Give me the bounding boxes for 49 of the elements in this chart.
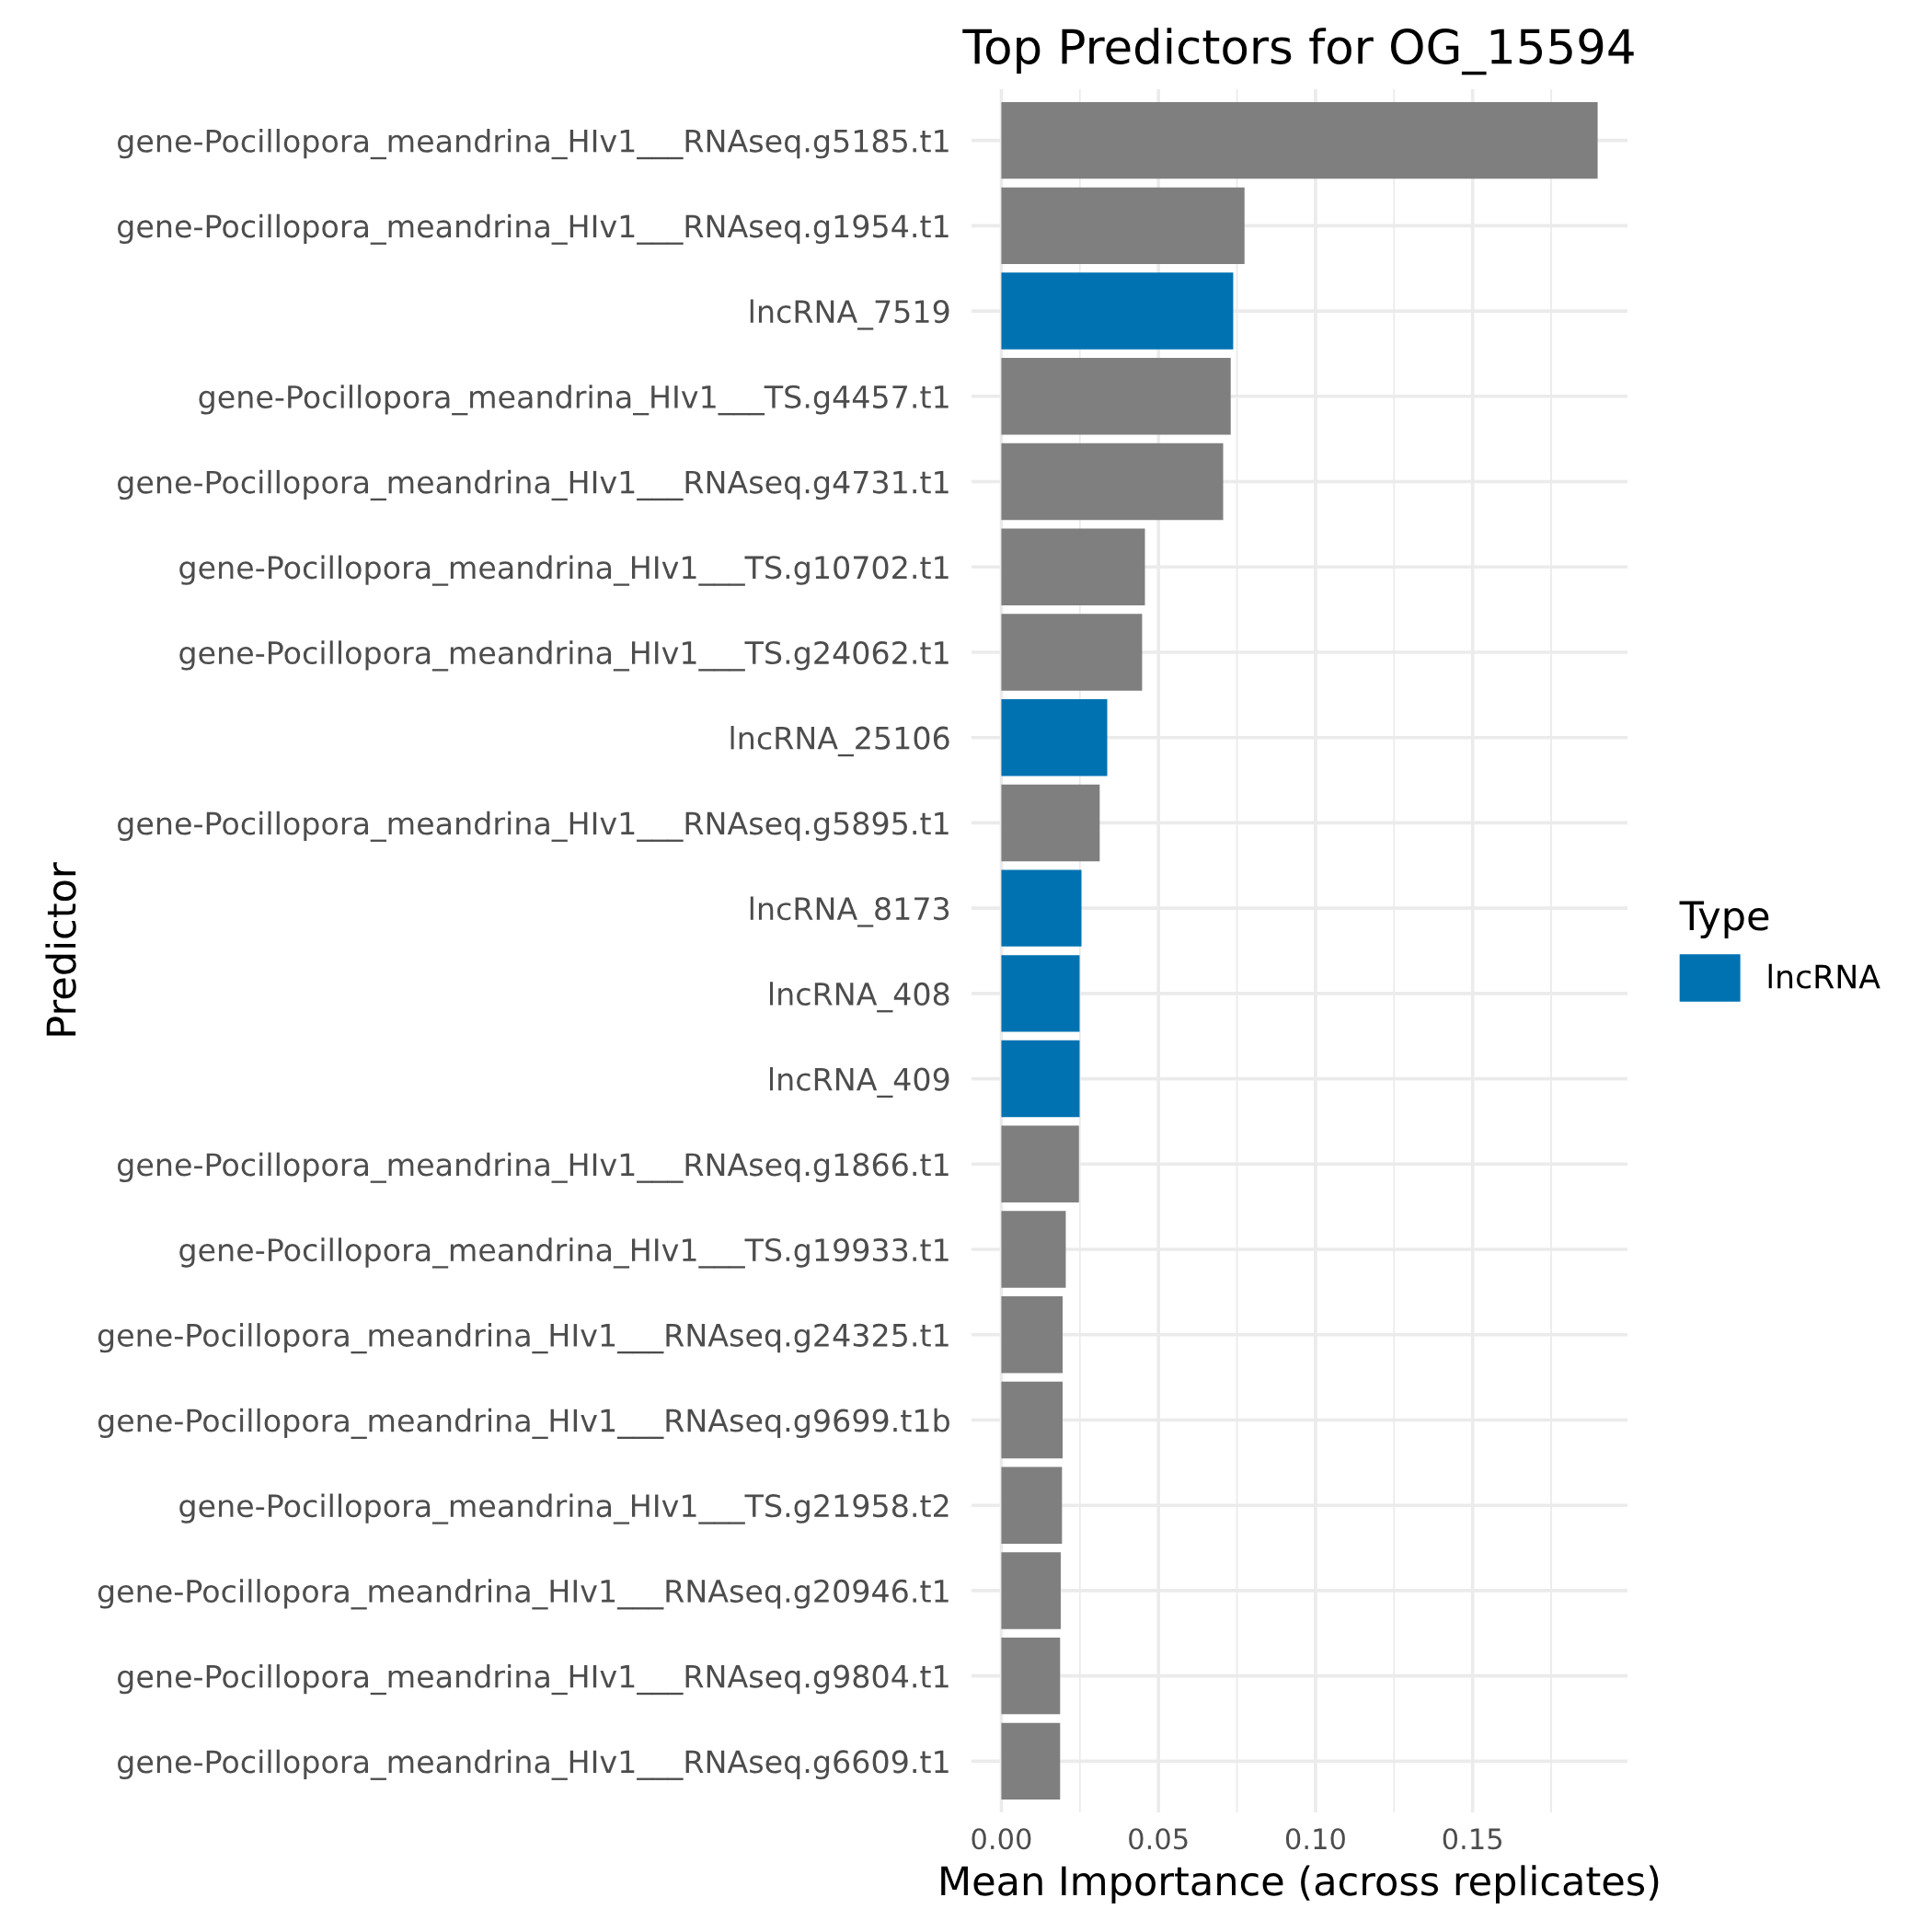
bar — [1001, 1125, 1079, 1203]
y-tick-label: gene-Pocillopora_meandrina_HIv1___RNAseq.g1866.t1 — [118, 1152, 949, 1183]
bar — [1001, 358, 1231, 435]
y-tick-label: gene-Pocillopora_meandrina_HIv1___RNAseq.g4731.t1 — [118, 469, 949, 501]
y-tick-label: gene-Pocillopora_meandrina_HIv1___TS.g21958.t2 — [179, 1493, 949, 1524]
x-tick-label: 0.10 — [1285, 1828, 1345, 1850]
bar — [1001, 443, 1224, 521]
bar — [1001, 869, 1082, 947]
bar — [1001, 614, 1143, 691]
bar — [1001, 698, 1108, 776]
bar — [1001, 101, 1598, 179]
y-tick-label: gene-Pocillopora_meandrina_HIv1___RNAseq.g5185.t1 — [118, 128, 949, 160]
bar — [1001, 1637, 1061, 1715]
y-tick-label: gene-Pocillopora_meandrina_HIv1___RNAseq.g6609.t1 — [118, 1749, 949, 1780]
y-tick-label: lncRNA_409 — [770, 1066, 949, 1098]
chart-title: Top Predictors for OG_15594 — [962, 28, 1634, 75]
bar — [1001, 528, 1145, 605]
y-tick-label: gene-Pocillopora_meandrina_HIv1___TS.g24062.t1 — [179, 640, 949, 672]
bar — [1001, 784, 1100, 862]
bar — [1001, 272, 1234, 350]
y-tick-label: gene-Pocillopora_meandrina_HIv1___RNAseq.g24325.t1 — [98, 1323, 949, 1354]
bar — [1001, 1552, 1061, 1629]
y-tick-label: gene-Pocillopora_meandrina_HIv1___RNAseq.g1954.t1 — [118, 213, 949, 245]
y-tick-label: lncRNA_8173 — [750, 896, 949, 927]
bar — [1001, 1040, 1080, 1118]
y-tick-label: gene-Pocillopora_meandrina_HIv1___RNAseq.g20946.t1 — [98, 1579, 949, 1610]
x-axis-title: Mean Importance (across replicates) — [941, 1865, 1659, 1904]
y-tick-label: gene-Pocillopora_meandrina_HIv1___TS.g19933.t1 — [179, 1237, 949, 1269]
bar — [1001, 1296, 1064, 1374]
y-axis-title: Predictor — [45, 862, 76, 1036]
bar — [1001, 1722, 1061, 1800]
bar — [1001, 187, 1245, 265]
x-tick-label: 0.15 — [1443, 1828, 1501, 1850]
bar — [1001, 1466, 1063, 1544]
y-tick-label: lncRNA_408 — [770, 982, 949, 1013]
y-tick-label: lncRNA_7519 — [750, 299, 949, 330]
y-tick-label: lncRNA_25106 — [730, 726, 949, 757]
legend-label: lncRNA — [1768, 963, 1880, 989]
legend-title: Type — [1679, 901, 1769, 938]
y-tick-label: gene-Pocillopora_meandrina_HIv1___RNAseq.g9699.t1b — [98, 1408, 949, 1439]
bar — [1001, 1381, 1064, 1459]
y-tick-label: gene-Pocillopora_meandrina_HIv1___TS.g10702.t1 — [179, 555, 949, 586]
x-tick-label: 0.05 — [1129, 1828, 1188, 1850]
y-tick-label: gene-Pocillopora_meandrina_HIv1___TS.g4457.t1 — [199, 385, 949, 416]
y-tick-label: gene-Pocillopora_meandrina_HIv1___RNAseq.g5895.t1 — [118, 811, 949, 842]
x-tick-label: 0.00 — [972, 1828, 1031, 1850]
y-tick-label: gene-Pocillopora_meandrina_HIv1___RNAseq.g9804.t1 — [118, 1663, 949, 1696]
bar — [1001, 955, 1080, 1032]
bar — [1001, 1211, 1066, 1288]
